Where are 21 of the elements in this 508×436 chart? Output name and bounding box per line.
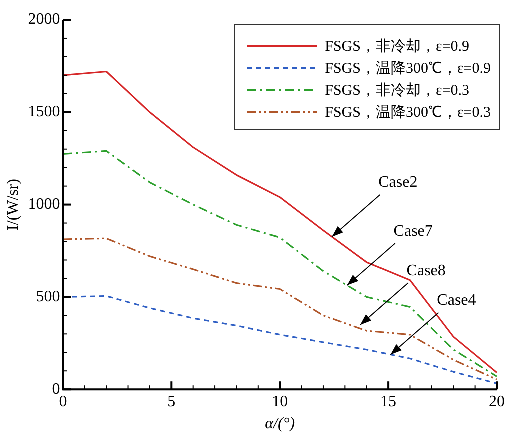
y-tick-label: 0	[52, 380, 60, 398]
y-tick-label: 2000	[28, 11, 60, 28]
y-tick-label: 1500	[28, 104, 60, 121]
x-tick-label: 10	[272, 393, 288, 410]
annotation: Case4	[437, 292, 476, 310]
y-tick-label: 1000	[28, 196, 60, 214]
annotation: Case7	[394, 222, 433, 240]
x-tick-label: 5	[168, 393, 176, 410]
annotation: Case2	[378, 174, 418, 192]
x-tick-label: 15	[380, 393, 397, 410]
legend-label: FSGS，非冷却，ε=0.3	[325, 82, 470, 100]
legend-label: FSGS，温降300℃，ε=0.3	[325, 104, 491, 122]
y-axis-title: I/(W/sr)	[4, 179, 22, 231]
legend-label: FSGS，非冷却，ε=0.9	[325, 38, 470, 56]
line-series	[63, 238, 497, 380]
x-axis-title: α/(°)	[265, 416, 296, 433]
annotation: Case8	[406, 262, 446, 280]
line-series	[63, 150, 497, 378]
x-tick-label: 20	[489, 393, 505, 410]
y-tick-label: 500	[36, 288, 60, 306]
legend-label: FSGS，温降300℃，ε=0.9	[325, 60, 491, 78]
